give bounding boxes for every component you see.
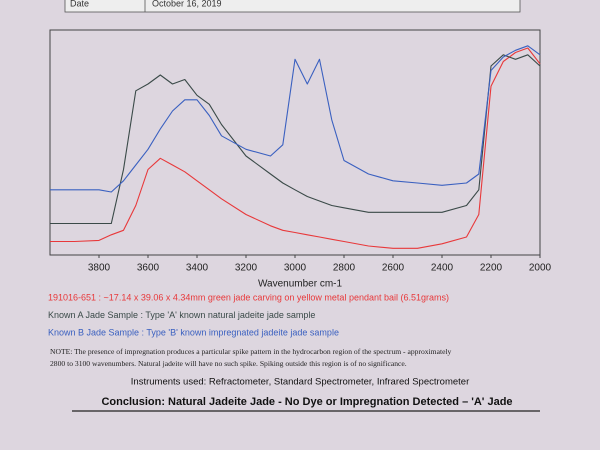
legend-entry: Known B Jade Sample : Type 'B' known imp… bbox=[48, 327, 339, 337]
x-tick-label: 3800 bbox=[88, 263, 111, 274]
x-tick-label: 2600 bbox=[382, 263, 405, 274]
x-axis-label: Wavenumber cm-1 bbox=[258, 279, 343, 290]
header-box bbox=[64, 0, 521, 13]
x-tick-label: 3000 bbox=[284, 263, 307, 274]
note-line: NOTE: The presence of impregnation produ… bbox=[50, 347, 452, 356]
legend-entry: 191016-651 : ~17.14 x 39.06 x 4.34mm gre… bbox=[48, 292, 449, 302]
x-tick-label: 3600 bbox=[137, 263, 160, 274]
x-tick-label: 2000 bbox=[529, 263, 552, 274]
conclusion: Conclusion: Natural Jadeite Jade - No Dy… bbox=[101, 396, 512, 408]
legend-entry: Known A Jade Sample : Type 'A' known nat… bbox=[48, 310, 315, 320]
date-label: Date bbox=[70, 0, 89, 8]
legend: 191016-651 : ~17.14 x 39.06 x 4.34mm gre… bbox=[48, 292, 449, 337]
x-tick-label: 3400 bbox=[186, 263, 209, 274]
x-tick-label: 2400 bbox=[431, 263, 454, 274]
date: October 16, 2019 bbox=[152, 0, 222, 8]
series-line bbox=[50, 45, 541, 193]
x-tick-label: 2800 bbox=[333, 263, 356, 274]
x-tick-label: 2200 bbox=[480, 263, 503, 274]
instruments: Instruments used: Refractometer, Standar… bbox=[131, 377, 469, 388]
note-line: 2800 to 3100 wavenumbers. Natural jadeit… bbox=[50, 359, 407, 368]
series-line bbox=[50, 54, 541, 225]
series-line bbox=[50, 47, 541, 249]
x-tick-label: 3200 bbox=[235, 263, 258, 274]
